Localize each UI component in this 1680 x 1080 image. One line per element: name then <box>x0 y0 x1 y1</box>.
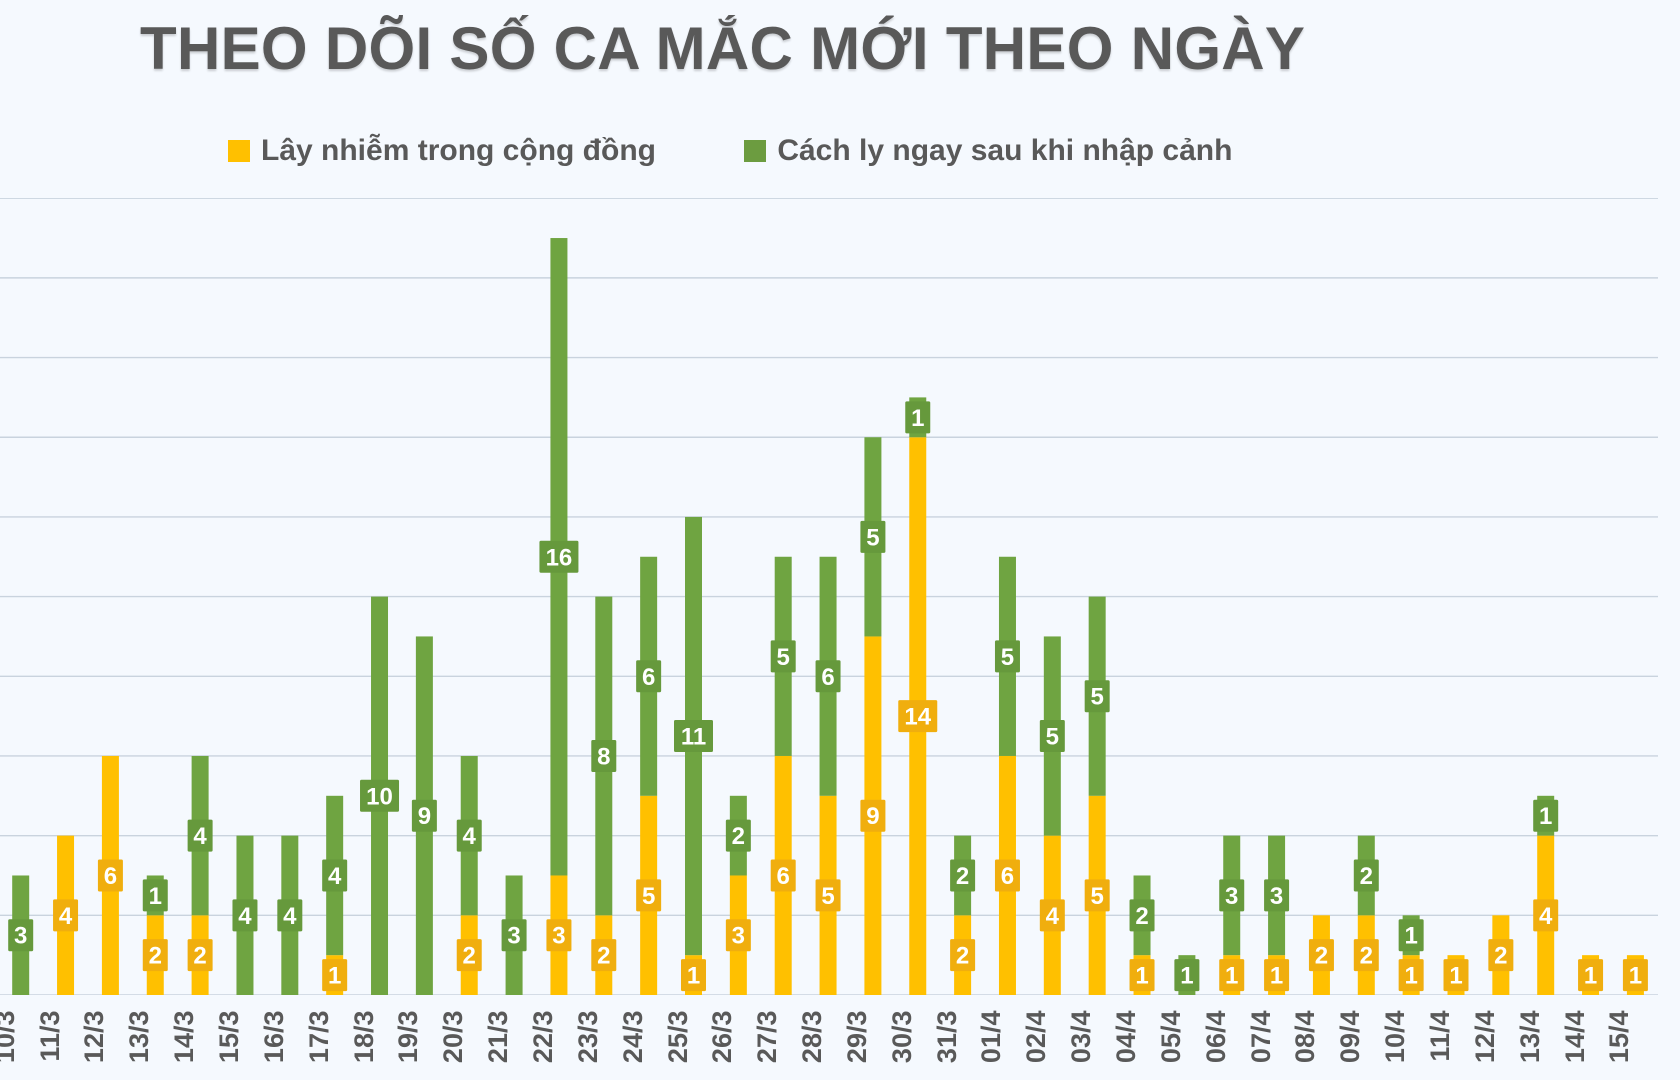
svg-text:1: 1 <box>1449 963 1462 990</box>
svg-text:10: 10 <box>366 783 393 810</box>
svg-text:3: 3 <box>1270 883 1283 910</box>
svg-text:5: 5 <box>1046 724 1059 751</box>
svg-text:5: 5 <box>642 883 655 910</box>
svg-text:5: 5 <box>1001 644 1014 671</box>
svg-text:6: 6 <box>821 664 834 691</box>
svg-text:1: 1 <box>149 883 162 910</box>
svg-text:2: 2 <box>1494 943 1507 970</box>
svg-text:4: 4 <box>283 903 297 930</box>
svg-text:1: 1 <box>687 963 700 990</box>
svg-text:14: 14 <box>904 704 931 731</box>
svg-text:1: 1 <box>328 963 341 990</box>
svg-text:6: 6 <box>642 664 655 691</box>
svg-text:1: 1 <box>1404 923 1417 950</box>
svg-text:5: 5 <box>866 524 879 551</box>
svg-text:6: 6 <box>1001 863 1014 890</box>
svg-text:5: 5 <box>1090 684 1103 711</box>
svg-text:2: 2 <box>193 943 206 970</box>
svg-text:4: 4 <box>328 863 342 890</box>
svg-text:5: 5 <box>1090 883 1103 910</box>
svg-text:3: 3 <box>732 923 745 950</box>
svg-text:2: 2 <box>597 943 610 970</box>
svg-text:2: 2 <box>956 943 969 970</box>
svg-text:16: 16 <box>546 544 573 571</box>
svg-text:6: 6 <box>777 863 790 890</box>
svg-text:1: 1 <box>1225 963 1238 990</box>
svg-text:1: 1 <box>1270 963 1283 990</box>
svg-text:1: 1 <box>1584 963 1597 990</box>
svg-text:2: 2 <box>1360 863 1373 890</box>
svg-text:3: 3 <box>1225 883 1238 910</box>
svg-text:4: 4 <box>238 903 252 930</box>
svg-text:1: 1 <box>1135 963 1148 990</box>
svg-text:1: 1 <box>1180 963 1193 990</box>
svg-text:8: 8 <box>597 743 610 770</box>
svg-text:2: 2 <box>1315 943 1328 970</box>
svg-text:3: 3 <box>14 923 27 950</box>
svg-text:2: 2 <box>956 863 969 890</box>
svg-text:4: 4 <box>1046 903 1060 930</box>
svg-text:11: 11 <box>681 724 706 751</box>
svg-text:6: 6 <box>104 863 117 890</box>
svg-text:9: 9 <box>866 803 879 830</box>
svg-text:4: 4 <box>463 823 477 850</box>
svg-text:2: 2 <box>149 943 162 970</box>
svg-text:9: 9 <box>418 803 431 830</box>
svg-text:1: 1 <box>1629 963 1642 990</box>
svg-text:1: 1 <box>1404 963 1417 990</box>
svg-text:2: 2 <box>463 943 476 970</box>
svg-text:4: 4 <box>1539 903 1553 930</box>
svg-text:2: 2 <box>1360 943 1373 970</box>
svg-text:4: 4 <box>193 823 207 850</box>
svg-text:1: 1 <box>911 405 924 432</box>
svg-text:4: 4 <box>59 903 73 930</box>
svg-text:3: 3 <box>507 923 520 950</box>
svg-text:1: 1 <box>1539 803 1552 830</box>
svg-text:5: 5 <box>821 883 834 910</box>
svg-text:5: 5 <box>777 644 790 671</box>
svg-text:2: 2 <box>1135 903 1148 930</box>
svg-text:2: 2 <box>732 823 745 850</box>
svg-text:3: 3 <box>552 923 565 950</box>
